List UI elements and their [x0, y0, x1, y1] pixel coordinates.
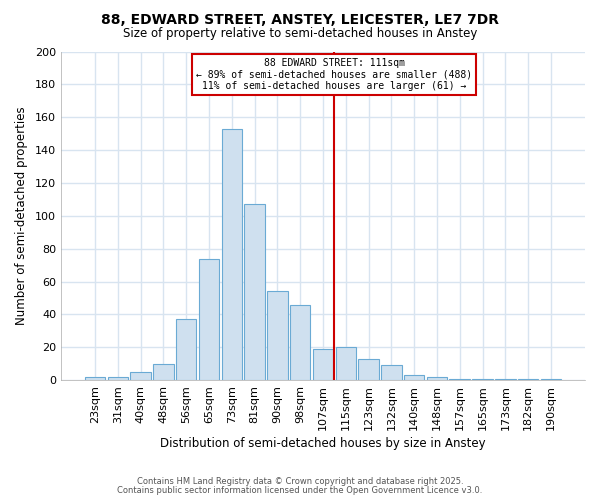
Bar: [427, 377, 447, 380]
Bar: [244, 204, 265, 380]
Bar: [313, 349, 333, 380]
Bar: [290, 304, 310, 380]
X-axis label: Distribution of semi-detached houses by size in Anstey: Distribution of semi-detached houses by …: [160, 437, 486, 450]
Bar: [176, 320, 196, 380]
Bar: [495, 378, 515, 380]
Text: 88 EDWARD STREET: 111sqm
← 89% of semi-detached houses are smaller (488)
11% of : 88 EDWARD STREET: 111sqm ← 89% of semi-d…: [196, 58, 472, 92]
Text: Contains HM Land Registry data © Crown copyright and database right 2025.: Contains HM Land Registry data © Crown c…: [137, 477, 463, 486]
Bar: [199, 258, 219, 380]
Bar: [153, 364, 173, 380]
Bar: [541, 378, 561, 380]
Bar: [518, 378, 538, 380]
Bar: [472, 378, 493, 380]
Bar: [221, 128, 242, 380]
Bar: [404, 376, 424, 380]
Bar: [335, 348, 356, 380]
Bar: [267, 292, 287, 380]
Y-axis label: Number of semi-detached properties: Number of semi-detached properties: [15, 106, 28, 325]
Bar: [449, 378, 470, 380]
Bar: [85, 377, 105, 380]
Text: Contains public sector information licensed under the Open Government Licence v3: Contains public sector information licen…: [118, 486, 482, 495]
Bar: [381, 366, 401, 380]
Text: 88, EDWARD STREET, ANSTEY, LEICESTER, LE7 7DR: 88, EDWARD STREET, ANSTEY, LEICESTER, LE…: [101, 12, 499, 26]
Text: Size of property relative to semi-detached houses in Anstey: Size of property relative to semi-detach…: [123, 28, 477, 40]
Bar: [130, 372, 151, 380]
Bar: [358, 359, 379, 380]
Bar: [107, 377, 128, 380]
